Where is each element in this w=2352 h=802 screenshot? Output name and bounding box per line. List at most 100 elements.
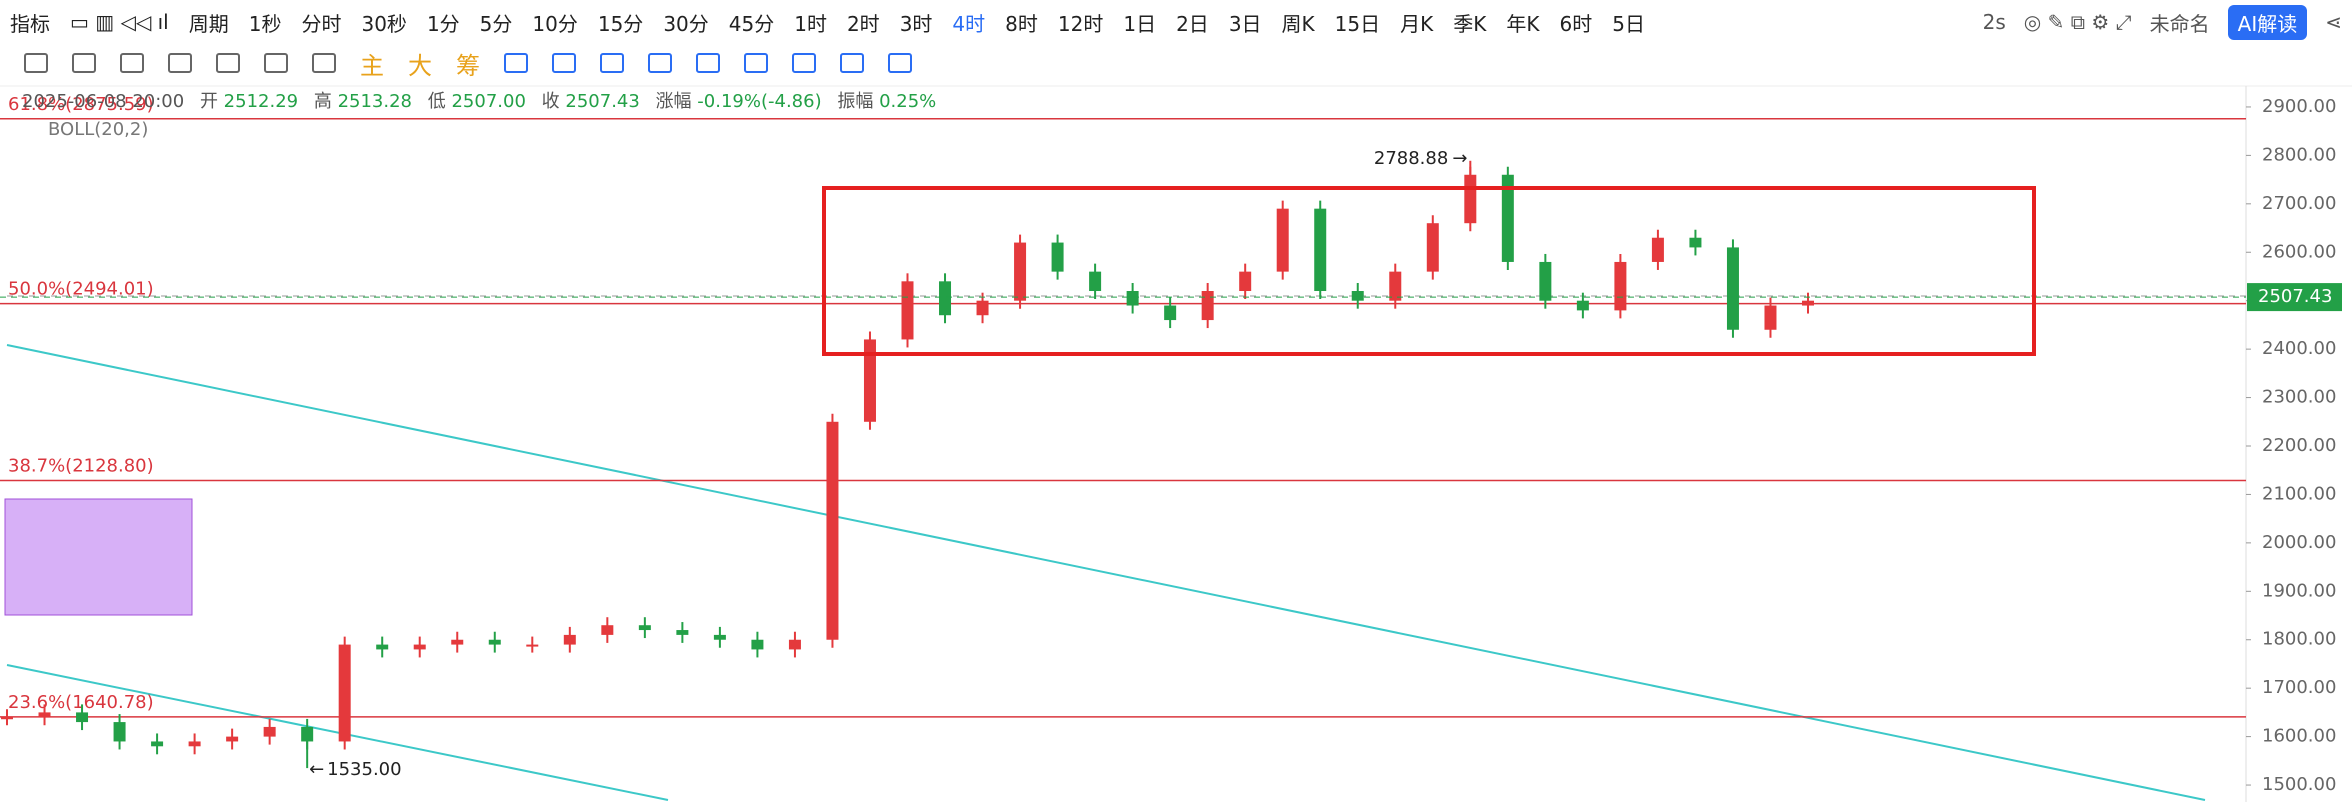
- info-label: 收: [542, 91, 560, 112]
- indicator-button[interactable]: 指标: [10, 11, 50, 36]
- interval-button[interactable]: 15分: [597, 11, 644, 36]
- y-tick-label: 2100.00: [2262, 483, 2336, 504]
- interval-button[interactable]: 30分: [663, 11, 709, 36]
- drawing-toolbar: 主大筹: [0, 44, 2352, 82]
- tool[interactable]: [168, 53, 192, 73]
- period-button[interactable]: 周期: [188, 11, 229, 36]
- tool[interactable]: [552, 53, 576, 73]
- interval-button[interactable]: 15日: [1334, 11, 1381, 36]
- interval-button[interactable]: 年K: [1506, 11, 1540, 36]
- y-tick-label: 1900.00: [2262, 580, 2336, 601]
- tool[interactable]: [648, 53, 672, 73]
- speed[interactable]: 2s: [1982, 10, 2006, 34]
- tool[interactable]: [504, 53, 528, 73]
- icon[interactable]: ▭ ▥ ◁◁ ıl: [70, 10, 169, 34]
- y-tick-label: 2300.00: [2262, 387, 2336, 408]
- ai-button[interactable]: AI解读: [2227, 4, 2308, 40]
- tool[interactable]: [600, 53, 624, 73]
- tool[interactable]: [744, 53, 768, 73]
- interval-button[interactable]: 1分: [426, 11, 460, 36]
- tool[interactable]: [792, 53, 816, 73]
- layout-name[interactable]: 未命名: [2149, 11, 2210, 36]
- interval-button[interactable]: 2时: [846, 11, 880, 36]
- interval-button[interactable]: 4时: [952, 11, 986, 36]
- candle: [1614, 261, 1627, 311]
- price-tag-label: 2507.43: [2258, 286, 2332, 307]
- tool[interactable]: [264, 53, 288, 73]
- tool-label[interactable]: 筹: [456, 51, 480, 80]
- candle: [338, 644, 351, 742]
- interval-button[interactable]: 分时: [301, 11, 342, 36]
- candle: [1201, 291, 1214, 321]
- candle: [638, 625, 651, 631]
- y-tick-label: 1500.00: [2262, 774, 2336, 795]
- candle: [1689, 237, 1702, 248]
- interval-button[interactable]: 45分: [728, 11, 775, 36]
- candle: [1239, 271, 1252, 292]
- candle: [1389, 271, 1402, 301]
- interval-button[interactable]: 5日: [1612, 11, 1645, 36]
- tool[interactable]: [24, 53, 48, 73]
- trend-line: [6, 344, 2206, 801]
- trend-line: [6, 664, 669, 801]
- tool[interactable]: [216, 53, 240, 73]
- interval-button[interactable]: 2日: [1176, 11, 1209, 36]
- candle: [1351, 291, 1364, 301]
- tool-labels: 主大筹: [360, 46, 480, 81]
- indicator-legend[interactable]: BOLL(20,2): [48, 119, 148, 140]
- candle: [788, 639, 801, 650]
- tool[interactable]: [840, 53, 864, 73]
- interval-button[interactable]: 10分: [532, 11, 578, 36]
- interval-button[interactable]: 12时: [1057, 11, 1104, 36]
- interval-button[interactable]: 30秒: [361, 11, 407, 36]
- candle: [676, 630, 689, 635]
- interval-button[interactable]: 周K: [1281, 11, 1315, 36]
- interval-button[interactable]: 1时: [794, 11, 827, 36]
- interval-button[interactable]: 8时: [1005, 11, 1038, 36]
- interval-button[interactable]: 5分: [479, 11, 513, 36]
- candle: [1501, 174, 1514, 262]
- info-value: 2512.29: [224, 91, 298, 112]
- tool[interactable]: [312, 53, 336, 73]
- share[interactable]: ⋖: [2325, 10, 2342, 34]
- candle: [113, 722, 126, 742]
- tool[interactable]: [888, 53, 912, 73]
- y-tick-label: 1700.00: [2262, 677, 2336, 698]
- icons[interactable]: ◎ ✎ ⧉ ⚙ ⤢: [2023, 10, 2132, 34]
- tool[interactable]: [72, 53, 96, 73]
- tool-label[interactable]: 大: [408, 51, 432, 80]
- interval-button[interactable]: 月K: [1400, 11, 1434, 36]
- candle: [901, 281, 914, 340]
- candle: [376, 644, 389, 650]
- info-value: 2507.43: [565, 91, 639, 112]
- candle: [1426, 223, 1439, 272]
- tool[interactable]: [120, 53, 144, 73]
- candle: [151, 741, 164, 747]
- candle: [563, 634, 576, 645]
- candle: [263, 726, 276, 737]
- candle: [863, 339, 876, 422]
- interval-button[interactable]: 3日: [1228, 11, 1262, 36]
- candle: [1726, 247, 1739, 330]
- info-bar: 2025-06-08 20:00 开 2512.29 高 2513.28 低 2…: [22, 91, 936, 112]
- candle: [1126, 291, 1139, 306]
- fib-label: 38.7%(2128.80): [8, 455, 154, 476]
- interval-button[interactable]: 季K: [1453, 11, 1487, 36]
- candle: [301, 726, 314, 742]
- candle: [976, 300, 989, 316]
- info-value: 2507.00: [451, 91, 525, 112]
- interval-button[interactable]: 1日: [1123, 11, 1157, 36]
- candle: [76, 712, 89, 723]
- tool[interactable]: [696, 53, 720, 73]
- plot: 1500.00 1600.00 1700.00 1800.00 1900.00 2000.…: [0, 94, 2342, 795]
- y-tick-label: 2400.00: [2262, 338, 2336, 359]
- toolbar: 指标 ▭ ▥ ◁◁ ıl 周期 1秒 分时 30秒 1分 5分 10分 15分 30分 45分 1…: [0, 0, 2352, 44]
- interval-button[interactable]: 3时: [899, 11, 933, 36]
- y-tick-label: 1600.00: [2262, 726, 2336, 747]
- interval-button[interactable]: 6时: [1559, 11, 1593, 36]
- tool-label[interactable]: 主: [360, 51, 384, 80]
- low-label: 1535.00: [327, 759, 401, 780]
- interval-button[interactable]: 1秒: [248, 11, 282, 36]
